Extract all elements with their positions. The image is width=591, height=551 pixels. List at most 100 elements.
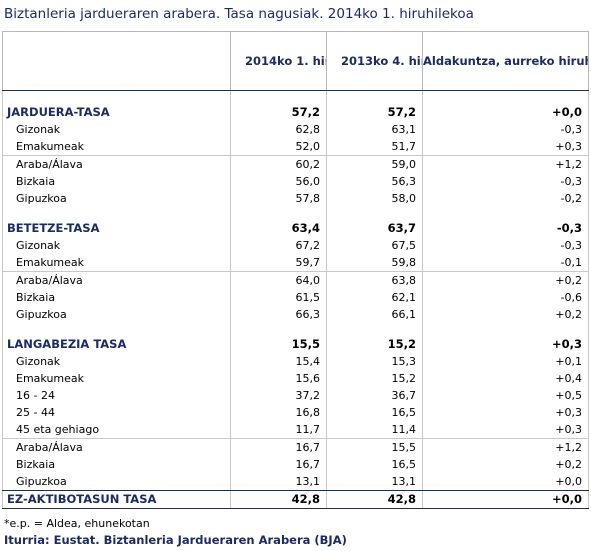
- table-body: JARDUERA-TASA 57,2 57,2 +0,0 Gizonak 62,8 63,1…: [2, 90, 589, 509]
- table-row: Gizonak 67,2 67,5 -0,3: [2, 237, 589, 254]
- value-2013q4: 59,8: [326, 254, 423, 272]
- value-change: -0,3: [422, 121, 589, 138]
- value-2014q1: 61,5: [230, 289, 327, 306]
- header-row: 2014ko 1. hiruhilekoa 2013ko 4. hiruhile…: [2, 31, 589, 91]
- value-2013q4: 15,2: [326, 370, 423, 387]
- header-label-cell: [2, 31, 231, 91]
- spacer-cell: [2, 207, 231, 220]
- table-row: 45 eta gehiago 11,7 11,4 +0,3: [2, 421, 589, 439]
- value-2014q1: 57,8: [230, 190, 327, 207]
- table-row: Emakumeak 52,0 51,7 +0,3: [2, 138, 589, 156]
- header-change: Aldakuntza, aurreko hiruhilekoaren aldea…: [422, 31, 589, 91]
- value-2013q4: 42,8: [326, 490, 423, 509]
- spacer-row: [2, 323, 589, 336]
- table-row: Araba/Álava 16,7 15,5 +1,2: [2, 438, 589, 456]
- row-label: Emakumeak: [2, 138, 231, 156]
- row-label: 16 - 24: [2, 387, 231, 404]
- value-2013q4: 58,0: [326, 190, 423, 207]
- value-change: +0,2: [422, 271, 589, 289]
- source-note: Iturria: Eustat. Biztanleria Jardueraren…: [4, 533, 347, 547]
- value-change: +0,4: [422, 370, 589, 387]
- value-2014q1: 59,7: [230, 254, 327, 272]
- value-2013q4: 59,0: [326, 155, 423, 173]
- table-row: Bizkaia 56,0 56,3 -0,3: [2, 173, 589, 190]
- spacer-cell: [2, 323, 231, 336]
- value-2013q4: 63,1: [326, 121, 423, 138]
- value-change: -0,3: [422, 173, 589, 190]
- row-label: LANGABEZIA TASA: [2, 336, 231, 353]
- value-change: +0,2: [422, 306, 589, 323]
- value-2013q4: 63,7: [326, 220, 423, 237]
- spacer-cell: [326, 323, 423, 336]
- table-row: Bizkaia 61,5 62,1 -0,6: [2, 289, 589, 306]
- section-header-row: JARDUERA-TASA 57,2 57,2 +0,0: [2, 104, 589, 121]
- value-2013q4: 16,5: [326, 456, 423, 473]
- spacer-row: [2, 207, 589, 220]
- spacer-row: [2, 90, 589, 104]
- value-2013q4: 57,2: [326, 104, 423, 121]
- row-label: Araba/Álava: [2, 155, 231, 173]
- table-row: Bizkaia 16,7 16,5 +0,2: [2, 456, 589, 473]
- value-2014q1: 67,2: [230, 237, 327, 254]
- value-2014q1: 13,1: [230, 473, 327, 491]
- row-label: JARDUERA-TASA: [2, 104, 231, 121]
- value-2013q4: 15,5: [326, 438, 423, 456]
- row-label: EZ-AKTIBOTASUN TASA: [2, 490, 231, 509]
- value-2014q1: 64,0: [230, 271, 327, 289]
- value-2014q1: 16,7: [230, 456, 327, 473]
- value-change: +1,2: [422, 155, 589, 173]
- value-change: +0,0: [422, 473, 589, 491]
- value-2014q1: 11,7: [230, 421, 327, 439]
- value-2013q4: 66,1: [326, 306, 423, 323]
- spacer-cell: [2, 90, 231, 104]
- row-label: Araba/Álava: [2, 438, 231, 456]
- value-change: +0,0: [422, 104, 589, 121]
- table-row: Emakumeak 59,7 59,8 -0,1: [2, 254, 589, 272]
- table-row: Gipuzkoa 57,8 58,0 -0,2: [2, 190, 589, 207]
- value-2013q4: 15,3: [326, 353, 423, 370]
- value-change: -0,2: [422, 190, 589, 207]
- value-change: +0,2: [422, 456, 589, 473]
- table-row: Araba/Álava 60,2 59,0 +1,2: [2, 155, 589, 173]
- row-label: Gipuzkoa: [2, 190, 231, 207]
- value-2014q1: 42,8: [230, 490, 327, 509]
- table-row: Gizonak 15,4 15,3 +0,1: [2, 353, 589, 370]
- row-label: Gizonak: [2, 121, 231, 138]
- header-2014q1: 2014ko 1. hiruhilekoa: [230, 31, 327, 91]
- row-label: 25 - 44: [2, 404, 231, 421]
- row-label: Gizonak: [2, 237, 231, 254]
- spacer-cell: [230, 90, 327, 104]
- value-2014q1: 16,7: [230, 438, 327, 456]
- spacer-cell: [422, 207, 589, 220]
- value-2014q1: 60,2: [230, 155, 327, 173]
- rates-table: 2014ko 1. hiruhilekoa 2013ko 4. hiruhile…: [2, 31, 589, 509]
- value-change: +0,3: [422, 421, 589, 439]
- spacer-cell: [326, 207, 423, 220]
- value-change: -0,3: [422, 220, 589, 237]
- value-2013q4: 63,8: [326, 271, 423, 289]
- row-label: Emakumeak: [2, 370, 231, 387]
- row-label: Bizkaia: [2, 173, 231, 190]
- value-2013q4: 56,3: [326, 173, 423, 190]
- value-change: +0,3: [422, 404, 589, 421]
- value-2013q4: 16,5: [326, 404, 423, 421]
- value-2014q1: 57,2: [230, 104, 327, 121]
- value-2014q1: 15,6: [230, 370, 327, 387]
- spacer-cell: [422, 323, 589, 336]
- spacer-cell: [230, 207, 327, 220]
- section-header-row: BETETZE-TASA 63,4 63,7 -0,3: [2, 220, 589, 237]
- value-2014q1: 63,4: [230, 220, 327, 237]
- value-2013q4: 62,1: [326, 289, 423, 306]
- row-label: Gizonak: [2, 353, 231, 370]
- value-2014q1: 15,5: [230, 336, 327, 353]
- spacer-cell: [326, 90, 423, 104]
- value-2013q4: 51,7: [326, 138, 423, 156]
- value-change: +0,5: [422, 387, 589, 404]
- header-2013q4: 2013ko 4. hiruhilekoa: [326, 31, 423, 91]
- value-change: -0,6: [422, 289, 589, 306]
- row-label: 45 eta gehiago: [2, 421, 231, 439]
- table-row: Emakumeak 15,6 15,2 +0,4: [2, 370, 589, 387]
- value-2014q1: 66,3: [230, 306, 327, 323]
- value-2014q1: 15,4: [230, 353, 327, 370]
- row-label: Emakumeak: [2, 254, 231, 272]
